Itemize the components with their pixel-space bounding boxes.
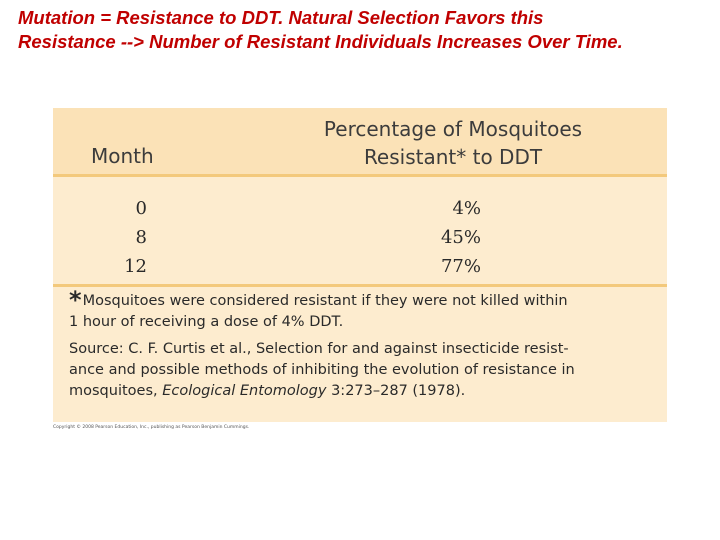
source-journal: Ecological Entomology — [162, 383, 327, 399]
percent-cell: 4% — [452, 198, 481, 219]
percentage-header-line-1: Percentage of Mosquitoes — [323, 117, 583, 141]
slide-title-line-2: Resistance --> Number of Resistant Indiv… — [18, 31, 623, 52]
table-footnote: *Mosquitoes were considered resistant if… — [69, 288, 649, 402]
footnote-asterisk: * — [69, 286, 82, 314]
footnote-source-line-1: Source: C. F. Curtis et al., Selection f… — [69, 341, 569, 357]
percent-cell: 77% — [440, 256, 481, 277]
slide-title: Mutation = Resistance to DDT. Natural Se… — [18, 6, 708, 54]
footnote-note-text-1: Mosquitoes were considered resistant if … — [82, 293, 568, 309]
source-prefix: mosquitoes, — [69, 383, 163, 399]
table-row: 12 77% — [53, 252, 667, 281]
percentage-column-header: Percentage of Mosquitoes Resistant* to D… — [278, 115, 628, 171]
footnote-source-line-3: mosquitoes, Ecological Entomology 3:273–… — [69, 381, 649, 402]
copyright-notice: Copyright © 2008 Pearson Education, Inc.… — [53, 425, 250, 430]
table-row: 8 45% — [53, 223, 667, 252]
month-cell: 8 — [135, 227, 147, 248]
slide-title-line-1: Mutation = Resistance to DDT. Natural Se… — [18, 7, 544, 28]
month-cell: 0 — [135, 198, 147, 219]
percent-cell: 45% — [440, 227, 481, 248]
table-row: 0 4% — [53, 194, 667, 223]
footnote-note-line-1: *Mosquitoes were considered resistant if… — [69, 288, 649, 312]
percentage-header-line-2: Resistant* to DDT — [363, 145, 543, 169]
source-suffix: 3:273–287 (1978). — [326, 383, 466, 399]
table-body: 0 4% 8 45% 12 77% — [53, 194, 667, 281]
footnote-note-line-2: 1 hour of receiving a dose of 4% DDT. — [69, 314, 344, 330]
table-divider — [53, 284, 667, 287]
table-header: Month Percentage of Mosquitoes Resistant… — [53, 108, 667, 177]
month-cell: 12 — [124, 256, 147, 277]
resistance-table: Month Percentage of Mosquitoes Resistant… — [53, 108, 667, 422]
footnote-source-line-2: ance and possible methods of inhibiting … — [69, 362, 575, 378]
month-column-header: Month — [91, 144, 154, 168]
